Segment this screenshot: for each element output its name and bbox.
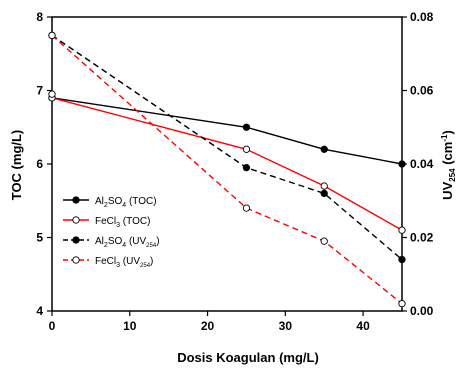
x-tick-label: 0 [49,319,56,333]
legend-label-part: 254 [146,243,157,249]
legend-marker-2 [72,216,80,224]
legend-label-part: ) [156,236,159,247]
legend-marker-1 [72,196,80,204]
y-left-axis-title: TOC (mg/L) [9,130,24,201]
y-left-tick-label: 8 [36,10,43,24]
y-left-tick-label: 7 [36,84,43,98]
legend-label-part: ) [150,256,153,267]
legend-label-3: Al2SO4 (UV254) [95,236,160,249]
series-4-point [48,31,56,40]
x-axis-title: Dosis Koagulan (mg/L) [177,350,319,365]
y-right-title-unit-sup: -1 [440,134,449,142]
legend-marker-4 [72,256,80,264]
y-right-title-unit-open: (cm [440,142,455,169]
y-right-tick-label: 0.02 [410,231,434,245]
y-right-axis-ticks: 0.00 0.02 0.04 0.06 0.08 [402,10,434,318]
legend-label-part: 2 [104,202,108,209]
y-right-tick-label: 0.08 [410,10,434,24]
legend-label-part: 2 [104,242,108,249]
y-right-axis-title: UV254 (cm-1) [440,130,457,200]
legend-label-part: (TOC) [120,216,150,227]
series-1-point [242,123,251,131]
x-axis-ticks: 0 10 20 30 40 [49,311,370,333]
series-3-point [242,164,251,172]
legend-label-part: 3 [116,262,120,269]
y-right-title-sub: 254 [448,168,457,182]
series-3-point [398,255,406,264]
y-left-axis-ticks: 4 5 6 7 8 [36,10,52,318]
series-4-point [320,237,328,245]
legend-label-part: Al [95,236,104,247]
series-1-point [398,160,406,168]
legend-label-part: 3 [116,222,120,229]
legend-marker-3 [72,236,80,244]
series-2-point [398,226,406,234]
y-right-title-unit-close: ) [440,130,455,134]
y-right-tick-label: 0.00 [410,304,434,318]
x-tick-label: 30 [279,319,293,333]
legend-label-part: SO [108,196,123,207]
legend-label-part: 254 [140,263,151,269]
series-line-2 [51,97,403,231]
legend-label-part: (UV [126,236,146,247]
series-4-point [242,204,251,212]
series-line-4 [51,34,403,305]
legend-label-part: SO [108,236,123,247]
x-tick-label: 10 [123,319,137,333]
y-left-tick-label: 5 [36,231,43,245]
legend-label-part: 4 [122,242,126,249]
series-3-point [320,189,328,198]
legend-label-part: FeCl [95,256,116,267]
legend-label-part: (UV [120,256,140,267]
series-1-point [320,145,328,153]
series-2-point [320,182,328,190]
legend-label-4: FeCl3 (UV254) [95,256,153,269]
x-tick-label: 40 [356,319,370,333]
legend: Al2SO4 (TOC)FeCl3 (TOC)Al2SO4 (UV254)FeC… [63,196,160,269]
y-right-tick-label: 0.04 [410,157,434,171]
legend-label-part: (TOC) [126,196,156,207]
y-right-tick-label: 0.06 [410,84,434,98]
extra-point [48,90,56,98]
series-line-1 [51,97,403,165]
series-points [48,31,406,308]
x-tick-label: 20 [201,319,215,333]
series-lines [51,34,403,305]
y-right-title-main: UV [440,181,455,199]
legend-label-part: 4 [122,202,126,209]
y-left-tick-label: 6 [36,157,43,171]
legend-label-part: FeCl [95,216,116,227]
legend-label-1: Al2SO4 (TOC) [95,196,157,209]
legend-label-2: FeCl3 (TOC) [95,216,150,229]
series-4-point [398,299,406,308]
series-2-point [242,145,251,153]
y-left-tick-label: 4 [36,304,43,318]
legend-label-part: Al [95,196,104,207]
